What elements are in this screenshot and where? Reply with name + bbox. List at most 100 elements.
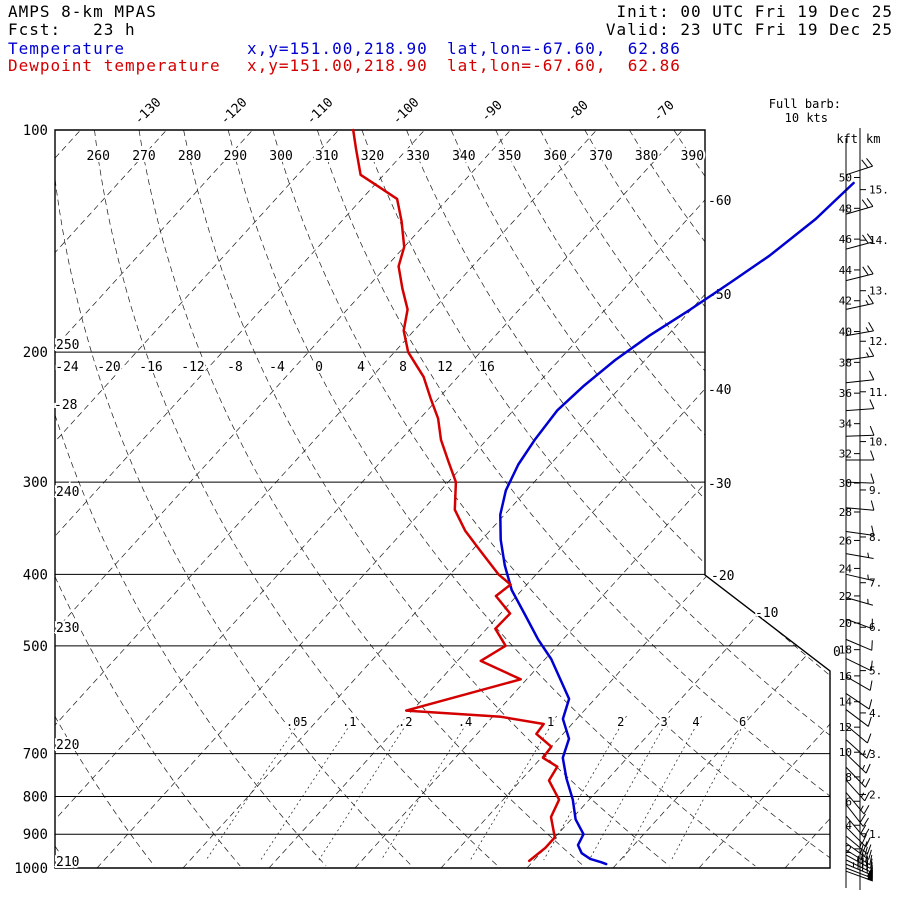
barb-full [859, 813, 866, 823]
top-isotherm-label: -120 [218, 95, 251, 128]
top-isotherm-label: -130 [132, 95, 165, 128]
kft-tick-label: 20 [839, 617, 852, 630]
isotherm-200hpa-label: 16 [479, 360, 495, 375]
barb-full [867, 716, 872, 727]
wind-barb [845, 657, 873, 672]
mixing-ratio-label: .2 [398, 715, 412, 729]
theta-top-label: 260 [86, 149, 109, 164]
dry-adiabat-line [94, 130, 499, 867]
pressure-tick-label: 700 [23, 747, 48, 763]
barb-staff [845, 241, 874, 250]
kft-tick-label: 6 [845, 795, 852, 808]
theta-top-label: 390 [681, 149, 704, 164]
isotherm-line [55, 130, 511, 868]
dry-adiabat-line [539, 130, 830, 611]
barb-full [868, 699, 873, 710]
wind-barb [846, 450, 875, 461]
km-tick-label: 13. [869, 285, 889, 298]
isotherm-line [268, 130, 830, 868]
wind-barb [845, 573, 874, 582]
dry-adiabat-line [183, 130, 670, 867]
barb-half [865, 300, 869, 305]
kft-tick-label: 30 [839, 477, 852, 490]
mixing-ratio-label: 3 [660, 715, 667, 729]
barb-full [866, 157, 874, 167]
app-title: AMPS 8-km MPAS [8, 2, 157, 21]
barb-staff [845, 205, 874, 215]
dry-adiabat-line [450, 130, 830, 707]
barb-staff [845, 709, 869, 727]
dry-adiabat-line [406, 130, 830, 771]
barb-staff [845, 481, 875, 484]
pressure-tick-label: 200 [23, 345, 48, 361]
pressure-tick-label: 100 [23, 123, 48, 139]
isotherm-200hpa-label: 4 [357, 360, 365, 375]
barb-full [869, 370, 875, 381]
right-isotherm-label: -40 [708, 383, 731, 398]
barb-full [862, 266, 869, 276]
isotherm-200hpa-label: 0 [315, 360, 323, 375]
valid-time: Valid: 23 UTC Fri 19 Dec 25 [605, 20, 893, 39]
barb-full [861, 159, 869, 168]
wind-barb [845, 826, 871, 848]
wind-barb [845, 425, 875, 437]
left-misc-label: -28 [54, 398, 77, 413]
mixing-ratio-line [588, 715, 671, 861]
barb-half [861, 778, 865, 784]
kft-tick-label: 16 [839, 670, 852, 683]
barb-staff [845, 804, 864, 827]
wind-barb [845, 321, 875, 337]
barb-full [860, 843, 864, 854]
right-isotherm-label: -60 [708, 194, 731, 209]
barb-staff [845, 638, 872, 651]
kft-tick-label: 36 [839, 387, 852, 400]
wind-barb [845, 525, 875, 536]
barb-full [869, 425, 875, 436]
wind-barb [845, 753, 871, 774]
isotherm-line [55, 130, 253, 868]
top-isotherm-label: -70 [650, 98, 677, 125]
wind-barb [845, 842, 872, 860]
barb-half [865, 327, 870, 332]
barb-staff [845, 531, 874, 536]
mixing-ratio-label: 4 [692, 715, 699, 729]
wind-barb [845, 552, 874, 559]
top-isotherm-label: -110 [304, 95, 337, 128]
barb-full [865, 837, 871, 848]
isotherm-200hpa-label: -4 [269, 360, 285, 375]
theta-left-label: 250 [56, 338, 79, 353]
kft-tick-label: 42 [839, 295, 852, 308]
barb-half [865, 352, 870, 358]
mixing-ratio-label: .4 [458, 715, 472, 729]
barb-full [860, 824, 867, 834]
pressure-tick-label: 500 [23, 639, 48, 655]
wind-barb [845, 347, 875, 361]
legend-dewpoint-xy: x,y=151.00,218.90 [247, 56, 428, 75]
barb-note-line2: 10 kts [784, 111, 828, 125]
wind-barb [845, 869, 873, 882]
mixing-ratio-line [671, 715, 749, 861]
dewpoint-trace [351, 128, 561, 863]
barb-staff [845, 273, 874, 282]
barb-full [861, 853, 864, 864]
barb-full [869, 854, 873, 865]
wind-barb [845, 779, 870, 802]
kft-tick-label: 28 [839, 506, 852, 519]
km-tick-label: 8. [869, 531, 882, 544]
theta-top-label: 380 [635, 149, 658, 164]
background-lines [55, 130, 830, 868]
isotherm-200hpa-label: -16 [139, 360, 162, 375]
barb-staff [845, 826, 867, 848]
barb-staff [845, 434, 875, 437]
right-isotherm-label: -10 [755, 606, 778, 621]
barb-full [869, 399, 875, 409]
barb-staff [845, 165, 873, 176]
pressure-tick-label: 300 [23, 475, 48, 491]
barb-half [860, 792, 865, 798]
barb-staff [845, 597, 874, 606]
right-isotherm-label: -20 [711, 569, 734, 584]
theta-top-label: 280 [178, 149, 201, 164]
barb-staff [845, 766, 866, 788]
